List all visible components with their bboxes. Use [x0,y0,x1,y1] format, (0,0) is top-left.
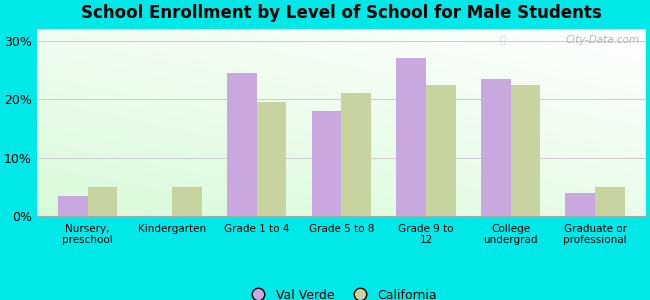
Text: City-Data.com: City-Data.com [566,35,640,45]
Title: School Enrollment by Level of School for Male Students: School Enrollment by Level of School for… [81,4,602,22]
Bar [566,193,595,216]
Bar [396,58,426,216]
Legend: Val Verde, California: Val Verde, California [241,284,442,300]
Bar [58,196,88,216]
Bar [227,73,257,216]
Bar [312,111,341,216]
Text: 🔍: 🔍 [500,34,506,44]
Bar [88,187,117,216]
Bar [426,85,456,216]
Bar [481,79,510,216]
Bar [172,187,202,216]
Bar [595,187,625,216]
Bar [510,85,540,216]
Bar [341,94,371,216]
Bar [257,102,287,216]
